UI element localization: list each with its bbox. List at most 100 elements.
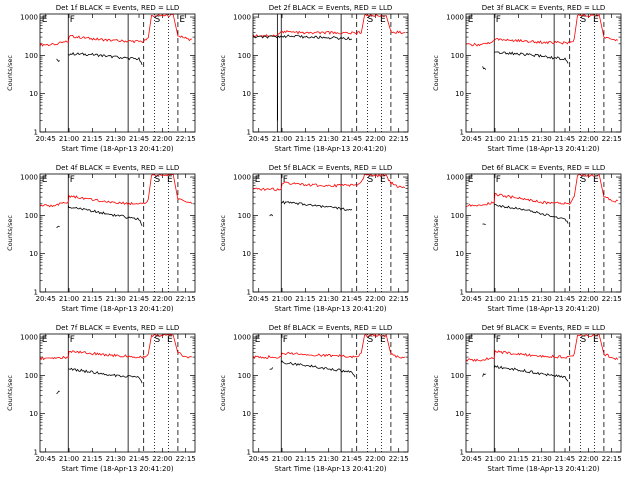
- x-axis-label: Start Time (18-Apr-13 20:41:20): [274, 465, 386, 473]
- y-tick-label: 1000: [233, 174, 251, 182]
- events-series: [67, 205, 143, 227]
- events-series: [269, 214, 274, 217]
- panel-5: Det 5f BLACK = Events, RED = LLD Counts/s…: [219, 164, 409, 313]
- marker-label: E: [42, 335, 48, 345]
- y-tick-label: 1: [34, 129, 38, 137]
- x-tick-label: 20:45: [36, 295, 56, 303]
- x-tick-label: 21:00: [272, 135, 292, 143]
- x-tick-label: 20:45: [462, 455, 482, 463]
- y-tick-label: 100: [238, 372, 251, 380]
- y-tick-label: 1: [460, 129, 464, 137]
- x-tick-label: 22:00: [365, 455, 385, 463]
- x-tick-label: 20:45: [36, 135, 56, 143]
- x-tick-label: 22:15: [389, 455, 409, 463]
- plot-frame: [465, 333, 622, 453]
- y-tick-label: 1: [247, 449, 251, 457]
- y-tick-label: 1000: [20, 334, 38, 342]
- x-tick-label: 21:00: [272, 295, 292, 303]
- marker-label: F: [496, 335, 501, 345]
- marker-label: E: [179, 15, 185, 25]
- x-tick-label: 22:15: [176, 295, 196, 303]
- x-tick-label: 21:15: [295, 455, 315, 463]
- plot-frame: [252, 13, 409, 133]
- panel-6: Det 6f BLACK = Events, RED = LLD Counts/s…: [432, 164, 622, 313]
- plot-frame: [465, 173, 622, 293]
- x-tick-label: 21:45: [129, 455, 149, 463]
- marker-label: E: [42, 175, 48, 185]
- x-tick-label: 22:15: [176, 455, 196, 463]
- panel-title: Det 5f BLACK = Events, RED = LLD: [269, 164, 392, 172]
- x-tick-label: 21:15: [295, 135, 315, 143]
- x-tick-label: 21:00: [59, 135, 79, 143]
- x-tick-label: 21:30: [532, 455, 552, 463]
- x-tick-label: 21:30: [106, 135, 126, 143]
- x-tick-label: 22:00: [365, 135, 385, 143]
- y-tick-label: 100: [238, 52, 251, 60]
- x-tick-label: 20:45: [249, 455, 269, 463]
- y-tick-label: 1: [460, 289, 464, 297]
- events-series: [56, 390, 60, 395]
- y-tick-label: 100: [451, 372, 464, 380]
- y-tick-label: 1000: [20, 14, 38, 22]
- y-tick-label: 100: [451, 212, 464, 220]
- x-tick-label: 22:00: [152, 455, 172, 463]
- marker-label: E: [593, 175, 599, 185]
- events-series: [280, 360, 356, 378]
- x-tick-label: 22:00: [152, 135, 172, 143]
- y-tick-label: 10: [29, 410, 38, 418]
- marker-label: F: [70, 175, 75, 185]
- marker-label: E: [255, 335, 261, 345]
- lld-series: [466, 334, 619, 362]
- x-tick-label: 21:15: [82, 135, 102, 143]
- marker-label: E: [255, 175, 261, 185]
- y-axis-label: Counts/sec: [219, 215, 227, 251]
- y-tick-label: 1000: [446, 174, 464, 182]
- marker-label: S: [155, 335, 161, 345]
- x-tick-label: 21:30: [319, 135, 339, 143]
- panel-7: Det 7f BLACK = Events, RED = LLD Counts/s…: [6, 324, 196, 473]
- y-tick-label: 10: [29, 250, 38, 258]
- x-tick-label: 21:45: [555, 295, 575, 303]
- y-tick-label: 1000: [233, 334, 251, 342]
- x-tick-label: 20:45: [249, 295, 269, 303]
- panel-title: Det 7f BLACK = Events, RED = LLD: [56, 324, 179, 332]
- y-axis-label: Counts/sec: [432, 55, 440, 91]
- events-series: [253, 34, 353, 41]
- marker-label: S: [368, 15, 374, 25]
- x-tick-label: 21:30: [532, 135, 552, 143]
- x-tick-label: 20:45: [462, 135, 482, 143]
- marker-label: E: [468, 15, 474, 25]
- y-tick-label: 100: [25, 212, 38, 220]
- panel-title: Det 9f BLACK = Events, RED = LLD: [482, 324, 605, 332]
- lld-series: [40, 174, 193, 208]
- y-tick-label: 1000: [233, 14, 251, 22]
- marker-label: E: [42, 15, 48, 25]
- x-axis-label: Start Time (18-Apr-13 20:41:20): [487, 465, 599, 473]
- x-tick-label: 22:15: [602, 135, 622, 143]
- events-series: [56, 58, 60, 62]
- marker-label: E: [468, 335, 474, 345]
- lld-series: [253, 334, 406, 360]
- x-tick-label: 21:00: [272, 455, 292, 463]
- x-tick-label: 21:15: [508, 455, 528, 463]
- x-tick-label: 22:00: [152, 295, 172, 303]
- marker-label: S: [581, 15, 587, 25]
- plot-frame: [39, 13, 196, 133]
- y-tick-label: 10: [455, 250, 464, 258]
- x-tick-label: 21:45: [555, 455, 575, 463]
- y-tick-label: 10: [29, 90, 38, 98]
- panel-1: Det 1f BLACK = Events, RED = LLD Counts/s…: [6, 4, 196, 153]
- x-axis-label: Start Time (18-Apr-13 20:41:20): [61, 465, 173, 473]
- panel-title: Det 3f BLACK = Events, RED = LLD: [482, 4, 605, 12]
- events-series: [482, 223, 486, 225]
- x-tick-label: 20:45: [249, 135, 269, 143]
- x-axis-label: Start Time (18-Apr-13 20:41:20): [274, 305, 386, 313]
- y-tick-label: 100: [451, 52, 464, 60]
- x-axis-label: Start Time (18-Apr-13 20:41:20): [61, 145, 173, 153]
- panel-title: Det 2f BLACK = Events, RED = LLD: [269, 4, 392, 12]
- x-tick-label: 21:45: [342, 455, 362, 463]
- x-tick-label: 20:45: [462, 295, 482, 303]
- y-axis-label: Counts/sec: [6, 55, 14, 91]
- plot-frame: [39, 173, 196, 293]
- x-tick-label: 21:00: [59, 295, 79, 303]
